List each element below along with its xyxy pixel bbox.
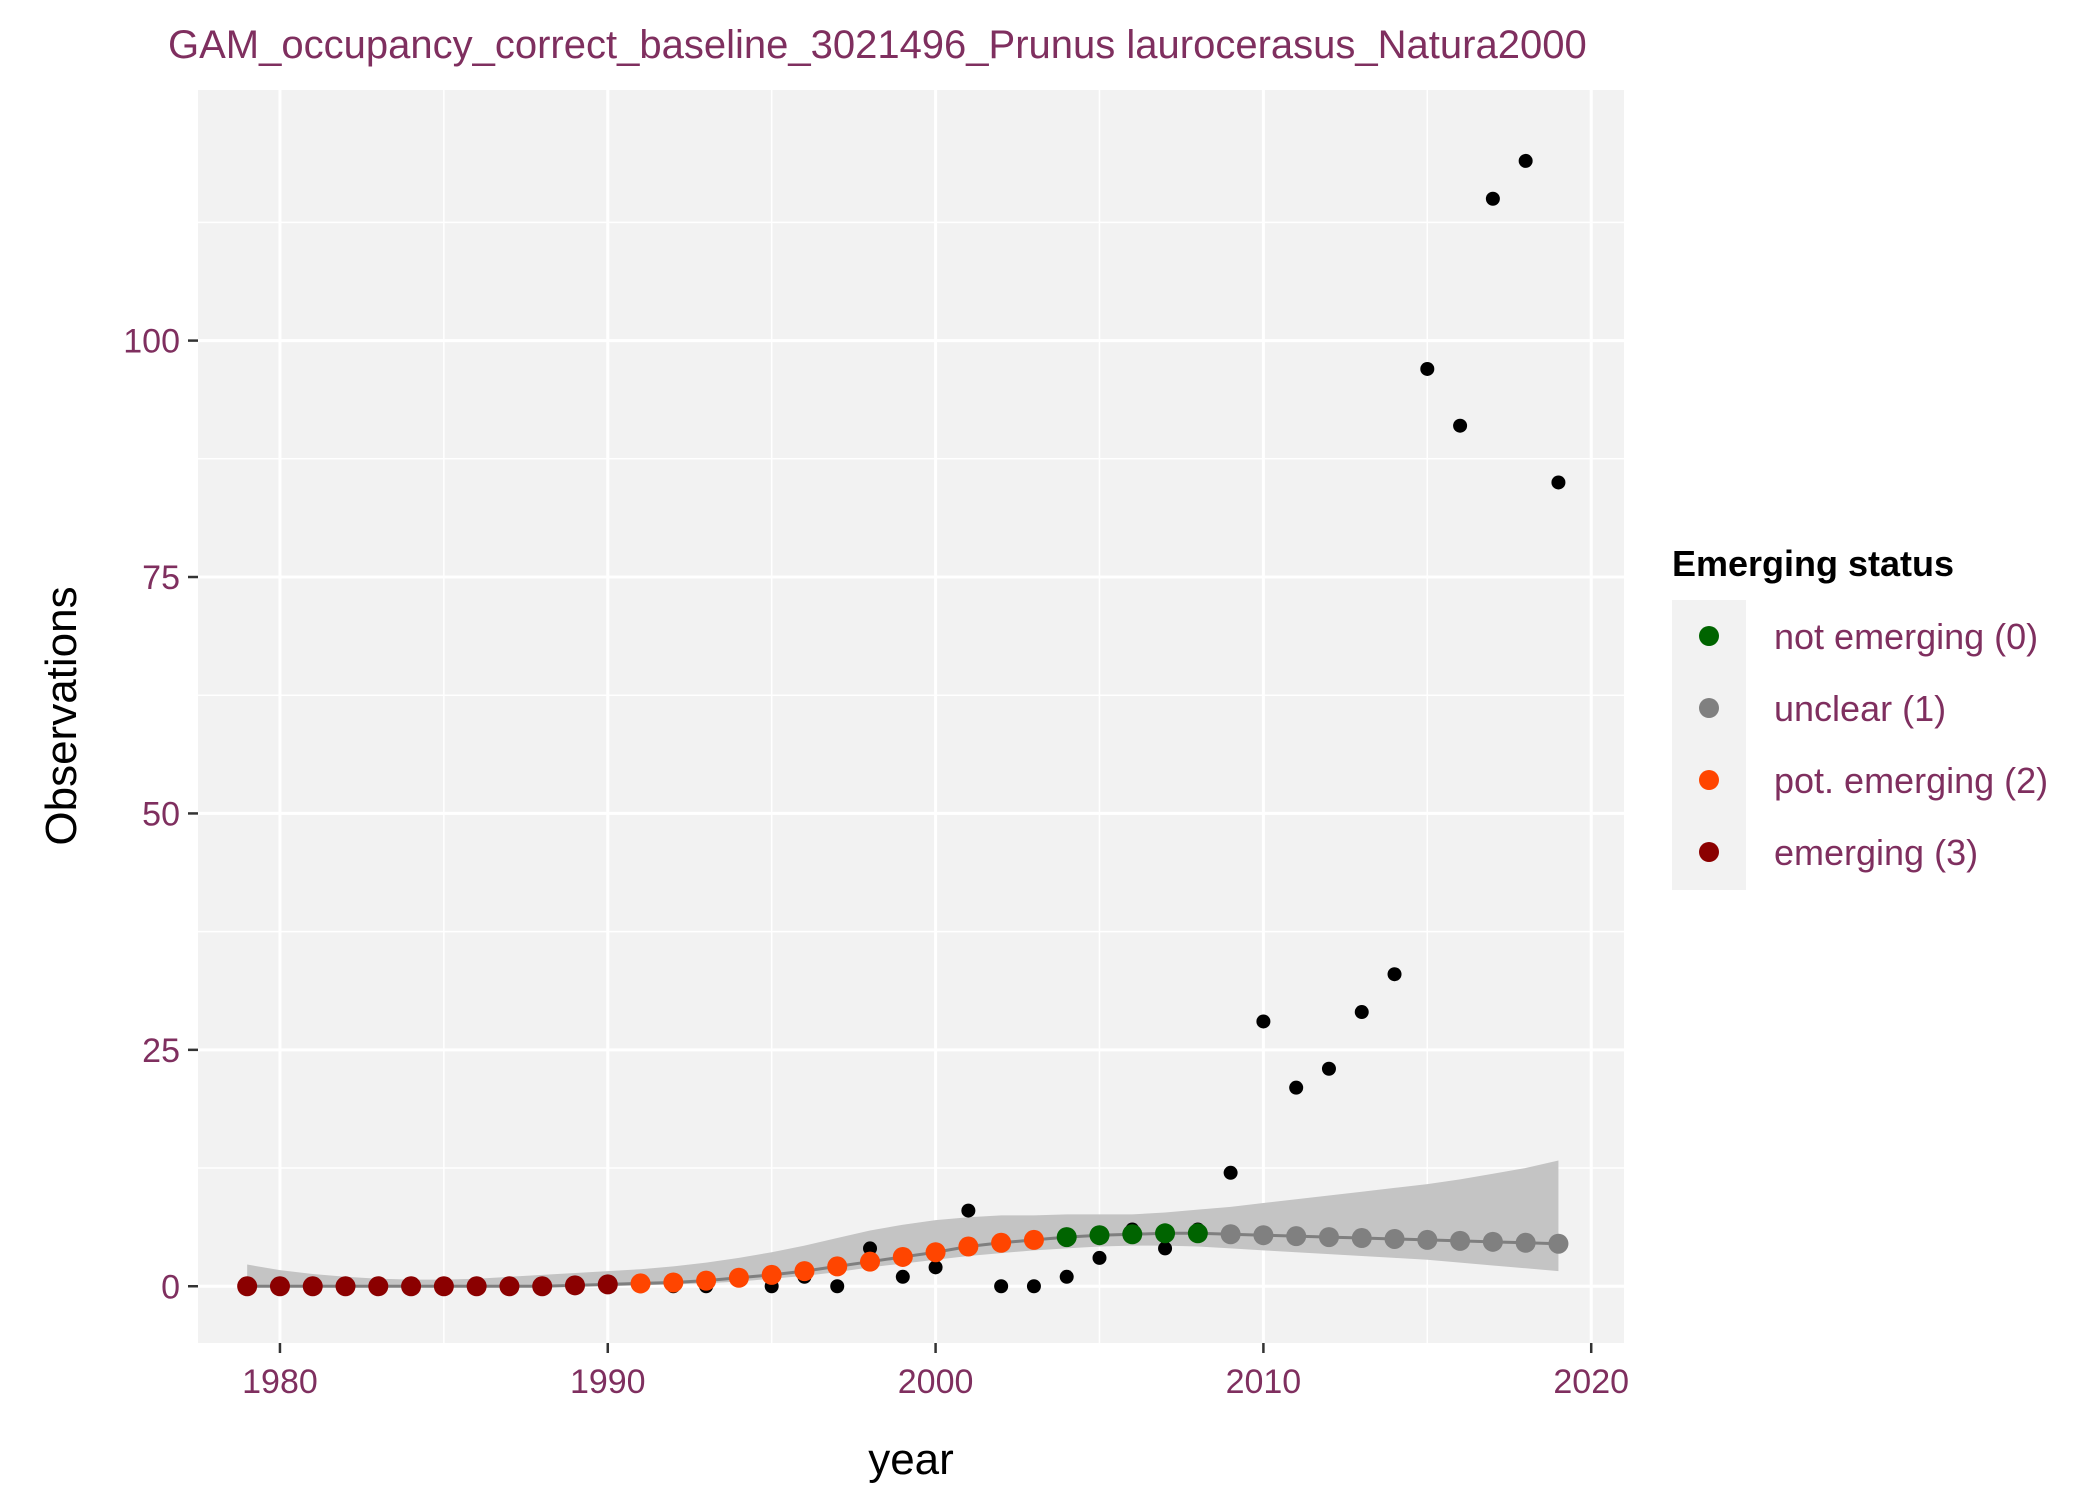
x-axis: 1980 1990 2000 2010 2020 (242, 1343, 1629, 1401)
fitted-status-point (1089, 1225, 1110, 1246)
fitted-status-point (1220, 1224, 1241, 1245)
legend-key (1699, 842, 1719, 862)
x-tick-label: 1990 (570, 1363, 646, 1401)
y-axis-title: Observations (37, 586, 86, 845)
fitted-status-point (1318, 1227, 1339, 1248)
fitted-status-point (1417, 1229, 1438, 1250)
fitted-status-point (302, 1276, 323, 1297)
fitted-status-point (1155, 1223, 1176, 1244)
observed-point (1518, 153, 1533, 168)
observed-point (1485, 191, 1500, 206)
fitted-status-point (1548, 1233, 1569, 1254)
observed-point (1026, 1279, 1041, 1294)
observed-point (863, 1241, 878, 1256)
legend-key (1699, 698, 1719, 718)
y-tick-label: 0 (161, 1268, 180, 1306)
observed-point (1289, 1080, 1304, 1095)
fitted-status-point (237, 1276, 258, 1297)
legend-label: pot. emerging (2) (1774, 760, 2048, 801)
fitted-status-point (335, 1276, 356, 1297)
observed-point (1321, 1061, 1336, 1076)
observed-point (1453, 418, 1468, 433)
fitted-status-point (1187, 1223, 1208, 1244)
legend-label: unclear (1) (1774, 688, 1946, 729)
fitted-status-point (728, 1267, 749, 1288)
fitted-status-point (597, 1274, 618, 1295)
observed-point (1387, 967, 1402, 982)
observed-point (928, 1260, 943, 1275)
fitted-status-point (1515, 1232, 1536, 1253)
observed-point (1158, 1241, 1173, 1256)
grid-major (198, 90, 1624, 1343)
y-tick-label: 75 (142, 559, 180, 597)
legend-key-background (1672, 600, 1746, 890)
y-tick-label: 25 (142, 1032, 180, 1070)
fitted-status-point (401, 1276, 422, 1297)
fitted-status-point (761, 1264, 782, 1285)
fitted-status-point (532, 1276, 553, 1297)
observed-point (961, 1203, 976, 1218)
fitted-status-point (860, 1251, 881, 1272)
chart-title: GAM_occupancy_correct_baseline_3021496_P… (168, 23, 1587, 67)
x-tick-label: 2020 (1553, 1363, 1629, 1401)
legend-label: emerging (3) (1774, 832, 1978, 873)
x-tick-label: 2010 (1226, 1363, 1302, 1401)
fitted-status-point (630, 1273, 651, 1294)
status-points (237, 1223, 1569, 1297)
observed-point (830, 1279, 845, 1294)
grid-minor (115, 90, 1624, 1343)
observed-point (895, 1269, 910, 1284)
fitted-status-point (925, 1242, 946, 1263)
x-tick-label: 2000 (898, 1363, 974, 1401)
fitted-status-point (433, 1276, 454, 1297)
observed-point (1551, 475, 1566, 490)
fitted-status-point (1122, 1224, 1143, 1245)
observed-point (1092, 1250, 1107, 1265)
fitted-status-point (466, 1276, 487, 1297)
legend-key (1699, 626, 1719, 646)
fitted-status-point (663, 1272, 684, 1293)
x-tick-label: 1980 (242, 1363, 318, 1401)
fitted-status-point (696, 1270, 717, 1291)
fitted-status-point (1056, 1227, 1077, 1248)
fitted-status-point (958, 1236, 979, 1257)
observed-point (1256, 1014, 1271, 1029)
fitted-status-point (991, 1232, 1012, 1253)
legend-title: Emerging status (1672, 543, 1954, 584)
fitted-status-point (1450, 1230, 1471, 1251)
fitted-status-point (564, 1275, 585, 1296)
observed-point (1059, 1269, 1074, 1284)
fitted-status-point (794, 1261, 815, 1282)
fitted-status-point (499, 1276, 520, 1297)
legend-key (1699, 770, 1719, 790)
fitted-status-point (827, 1256, 848, 1277)
fitted-status-point (1482, 1231, 1503, 1252)
y-tick-label: 100 (123, 323, 180, 361)
fitted-status-point (368, 1276, 389, 1297)
fitted-status-point (1023, 1229, 1044, 1250)
legend: Emerging status not emerging (0) unclear … (1672, 543, 2048, 890)
plot-panel (198, 90, 1624, 1343)
observed-point (1420, 361, 1435, 376)
y-tick-label: 50 (142, 795, 180, 833)
observed-point (1223, 1165, 1238, 1180)
observed-point (1354, 1005, 1369, 1020)
observed-point (994, 1279, 1009, 1294)
x-axis-title: year (868, 1435, 954, 1484)
fitted-status-point (1351, 1228, 1372, 1249)
legend-label: not emerging (0) (1774, 616, 2038, 657)
fitted-status-point (892, 1246, 913, 1267)
y-axis: 0 25 50 75 100 (123, 323, 198, 1306)
fitted-status-point (1286, 1226, 1307, 1247)
fitted-status-point (1253, 1225, 1274, 1246)
fitted-status-point (269, 1276, 290, 1297)
fitted-status-point (1384, 1228, 1405, 1249)
